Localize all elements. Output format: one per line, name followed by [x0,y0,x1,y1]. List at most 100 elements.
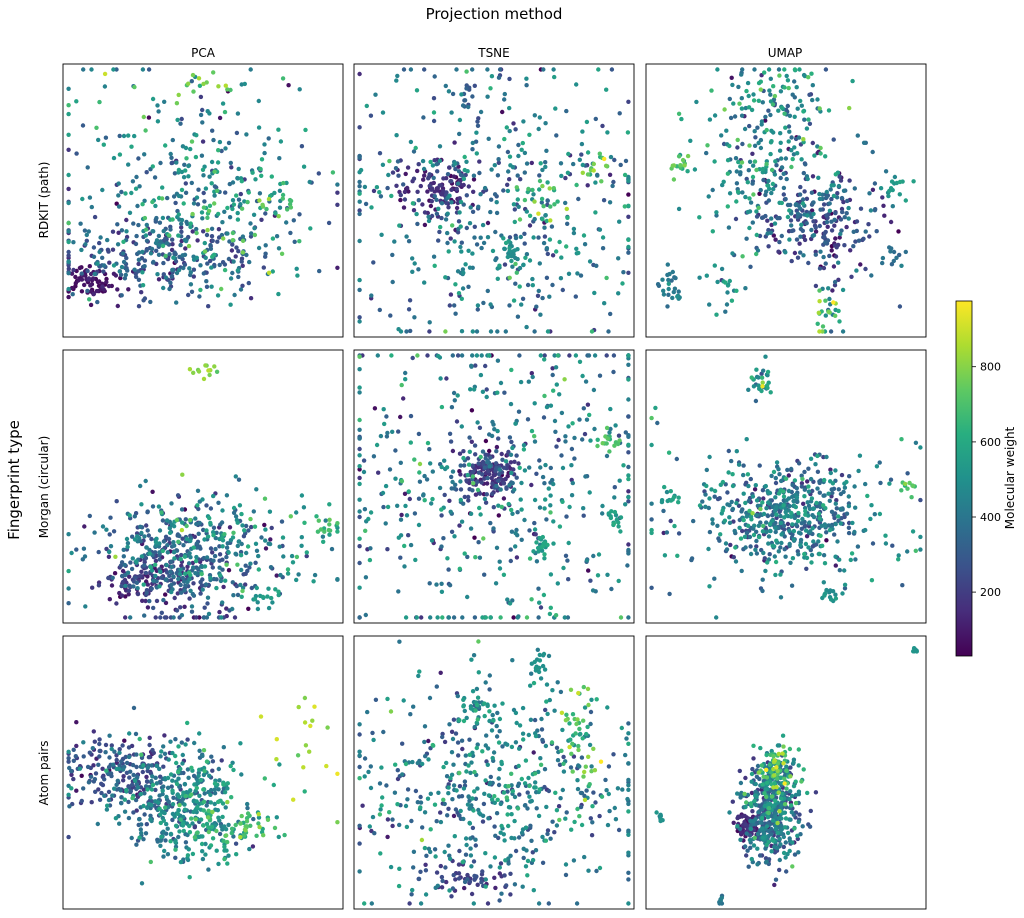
scatter-point [204,284,210,289]
scatter-point [616,433,622,438]
scatter-point [142,791,147,796]
scatter-point [173,823,179,828]
scatter-point [434,211,440,216]
scatter-point [357,427,362,432]
scatter-point [186,174,191,179]
scatter-point [434,162,439,167]
scatter-point [183,246,188,251]
scatter-point [116,230,121,235]
scatter-point [754,529,759,534]
scatter-point [778,595,784,600]
scatter-point [274,815,279,820]
scatter-point [201,271,206,276]
scatter-point [745,472,751,477]
scatter-point [221,584,226,590]
scatter-point [369,293,374,298]
scatter-point [316,171,321,176]
scatter-point [222,848,227,853]
scatter-point [497,559,502,564]
scatter-point [211,493,216,499]
scatter-point [889,179,895,184]
scatter-point [217,544,222,549]
scatter-point [261,265,266,270]
scatter-point [357,211,362,217]
scatter-point [113,816,119,821]
scatter-point [69,550,74,556]
scatter-point [189,816,194,821]
scatter-point [626,494,631,500]
scatter-point [119,573,125,579]
scatter-point [473,452,478,457]
scatter-point [626,362,631,367]
scatter-point [709,88,714,93]
scatter-point [797,192,803,197]
scatter-point [829,487,834,492]
scatter-point [588,816,593,821]
scatter-point [870,149,875,155]
scatter-point [138,791,143,797]
scatter-point [431,254,437,259]
scatter-point [537,458,542,463]
scatter-point [395,503,400,508]
scatter-point [724,547,730,552]
scatter-point [179,217,185,223]
scatter-point [798,98,803,104]
scatter-point [357,453,362,458]
scatter-point [181,543,186,548]
scatter-point [848,557,853,563]
scatter-point [253,560,258,565]
scatter-point [312,572,318,578]
scatter-point [510,264,515,269]
scatter-point [787,208,792,213]
scatter-point [457,566,462,571]
scatter-point [544,517,549,522]
scatter-point [417,479,423,484]
scatter-point [195,804,200,810]
scatter-point [467,221,473,226]
scatter-point [234,193,239,198]
scatter-point [830,481,836,486]
scatter-point [507,177,512,182]
scatter-point [259,157,265,162]
scatter-point [210,254,215,259]
scatter-point [777,472,782,477]
scatter-point [198,546,203,551]
scatter-point [797,67,802,72]
scatter-point [256,567,261,572]
scatter-point [529,160,534,166]
scatter-point [228,276,234,281]
scatter-point [357,436,362,441]
scatter-point [215,160,221,165]
scatter-point [66,601,71,606]
scatter-point [767,521,773,527]
scatter-point [115,222,120,227]
scatter-point [121,133,127,139]
scatter-point [415,168,420,174]
scatter-point [225,781,230,786]
scatter-point [655,282,661,287]
scatter-point [495,276,500,281]
scatter-point [760,100,765,105]
scatter-point [530,187,535,193]
scatter-point [668,518,673,524]
scatter-point [801,234,807,239]
scatter-point [676,206,682,212]
scatter-point [449,894,454,899]
scatter-point [789,148,794,153]
scatter-point [626,270,631,275]
scatter-point [469,439,474,444]
scatter-point [774,460,780,465]
scatter-point [911,179,916,184]
scatter-point [380,490,386,496]
scatter-point [778,545,783,550]
scatter-point [377,151,383,156]
scatter-point [335,577,340,582]
scatter-point [127,584,133,589]
scatter-point [235,562,240,567]
scatter-point [446,89,452,94]
scatter-point [406,189,411,194]
scatter-point [107,532,112,537]
scatter-point [104,768,109,773]
scatter-point [191,267,197,272]
scatter-point [208,546,214,551]
